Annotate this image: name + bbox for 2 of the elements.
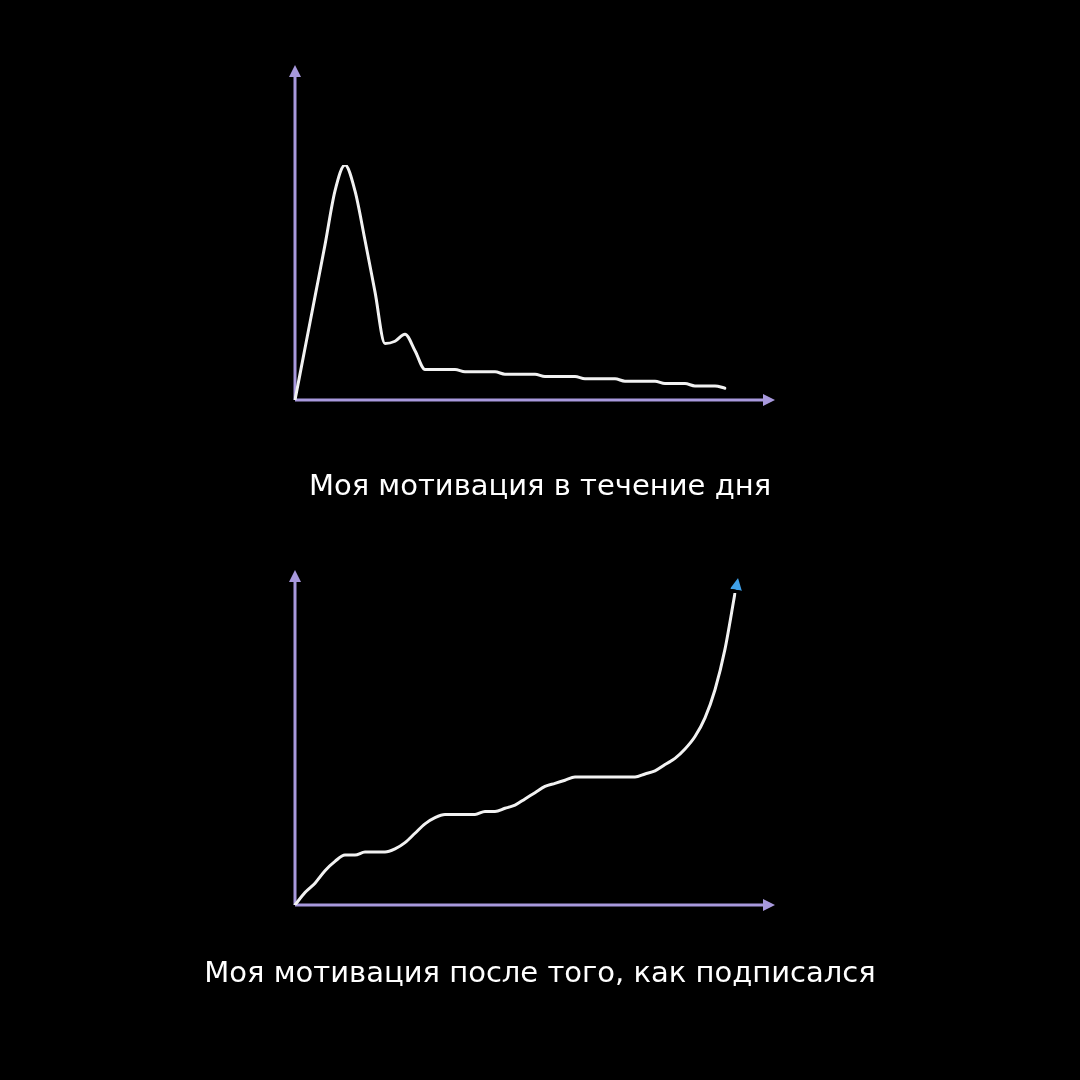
text: Моя мотивация после того, как подписался [203,954,877,991]
text: Моя мотивация в течение дня [307,467,773,504]
